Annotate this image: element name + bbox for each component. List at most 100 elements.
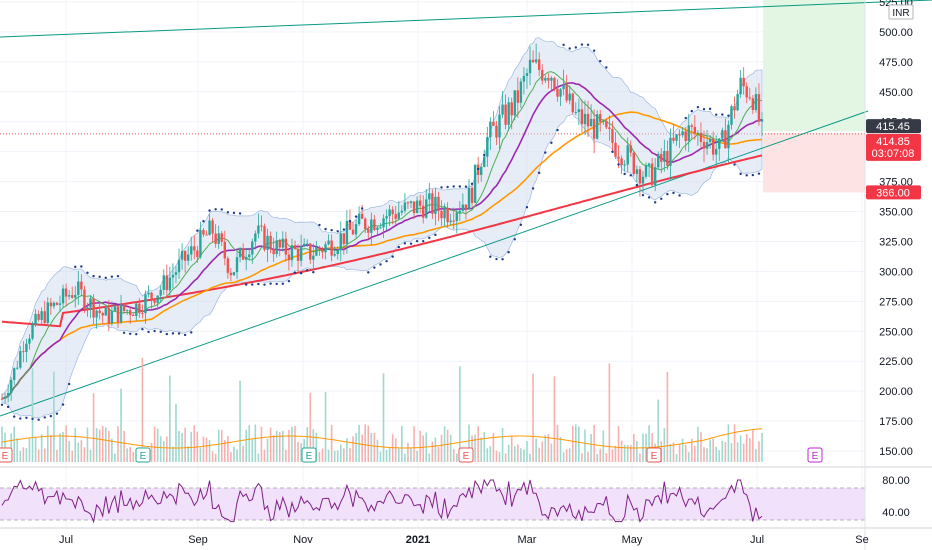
earnings-label: E: [2, 451, 9, 462]
candle-body: [251, 241, 254, 255]
volume-bar: [474, 434, 476, 462]
earnings-marker: [301, 447, 317, 463]
volume-bar: [4, 432, 6, 462]
candle-body: [483, 156, 486, 167]
sar-dot: [599, 59, 602, 63]
volume-bar: [117, 426, 119, 462]
volume-bar: [663, 428, 666, 462]
earnings-marker: [0, 447, 13, 463]
candle-body: [171, 274, 175, 278]
sar-dot: [611, 150, 614, 153]
candle-body: [644, 165, 648, 177]
volume-bar: [205, 437, 208, 462]
sar-dot: [464, 185, 468, 188]
volume-bar: [266, 438, 269, 462]
sar-dot: [391, 255, 394, 258]
volume-bar: [742, 443, 745, 462]
candle-body: [327, 240, 330, 245]
candle-body: [339, 233, 342, 251]
time-axis[interactable]: Jul Sep Nov 2021 Mar May Jul Se: [59, 534, 869, 546]
candle-body: [406, 202, 410, 204]
candle-body: [736, 94, 739, 111]
candle-body: [357, 213, 361, 225]
volume-bar: [242, 445, 244, 462]
volume-bar: [364, 424, 367, 462]
volume-bar: [752, 429, 754, 462]
sar-dot: [330, 228, 333, 232]
sar-dot: [544, 151, 547, 154]
candle-body: [196, 250, 199, 257]
volume-bar: [712, 438, 714, 462]
volume-bar: [230, 452, 232, 462]
sar-dot: [452, 185, 455, 188]
candle-body: [67, 295, 71, 297]
candle-body: [602, 120, 605, 122]
candle-body: [489, 121, 492, 138]
volume-bar: [736, 442, 739, 462]
candle-body: [49, 302, 53, 307]
candle-body: [486, 137, 489, 157]
candle-body: [367, 229, 370, 233]
sar-dot: [403, 242, 407, 245]
volume-bar: [202, 436, 205, 462]
candle-body: [544, 77, 547, 81]
volume-bar: [565, 449, 568, 462]
volume-bar: [636, 440, 638, 462]
volume-bar: [346, 438, 348, 462]
volume-bar: [755, 449, 757, 462]
sar-dot: [67, 382, 71, 386]
volume-bar: [77, 442, 80, 462]
sar-dot: [623, 172, 626, 176]
candle-body: [238, 248, 242, 258]
volume-bar: [694, 445, 696, 462]
volume-bar: [300, 443, 302, 462]
volume-bar: [184, 427, 186, 462]
volume-bar: [520, 448, 522, 462]
sar-dot: [238, 212, 242, 215]
sar-dot: [171, 332, 175, 335]
candle-body: [571, 93, 574, 113]
volume-bar: [321, 448, 324, 462]
sar-dot: [86, 271, 89, 274]
candle-body: [95, 310, 98, 318]
sar-dot: [13, 415, 16, 418]
volume-bar: [553, 376, 556, 462]
price-tick-label: 275.00: [879, 296, 913, 308]
volume-bar: [559, 436, 562, 462]
volume-bar: [13, 426, 16, 462]
volume-bar: [648, 425, 650, 462]
candle-body: [534, 59, 538, 63]
candle-body: [174, 272, 178, 275]
sar-dot: [232, 211, 236, 215]
volume-bar: [141, 357, 144, 462]
price-tick-label: 500.00: [879, 27, 913, 39]
volume-bar: [98, 429, 101, 462]
volume-bar: [236, 449, 238, 462]
sar-dot: [708, 107, 712, 111]
ma-long-line: [1, 154, 763, 328]
candle-body: [9, 379, 13, 394]
volume-bar: [187, 446, 189, 462]
sar-dot: [629, 174, 632, 177]
volume-bar: [477, 426, 479, 462]
candle-body: [22, 351, 25, 353]
volume-bar: [721, 440, 724, 462]
candle-body: [397, 212, 400, 219]
time-tick-label: Jul: [59, 534, 73, 546]
volume-bar: [550, 443, 553, 462]
volume-bar: [748, 438, 751, 462]
volume-bar: [599, 448, 602, 462]
candle-body: [614, 142, 617, 157]
sar-dot: [324, 227, 327, 231]
candle-body: [559, 89, 562, 97]
candle-body: [611, 129, 614, 143]
sar-dot: [220, 208, 223, 211]
volume-bar: [1, 426, 3, 462]
volume-bar: [459, 366, 461, 462]
volume-bar: [178, 430, 180, 462]
volume-bar: [410, 448, 412, 462]
candle-body: [617, 156, 620, 159]
volume-bar: [434, 437, 437, 462]
rsi-tick-label: 80.00: [882, 475, 910, 487]
